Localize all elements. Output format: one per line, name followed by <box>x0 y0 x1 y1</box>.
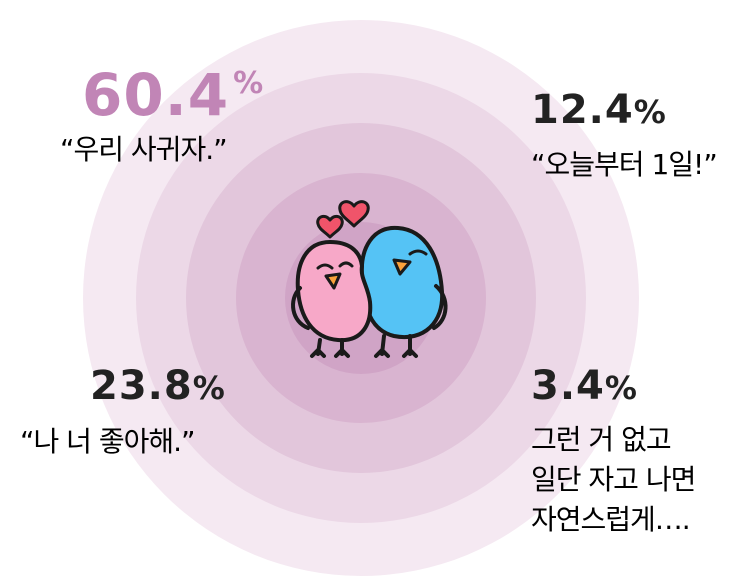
stat-block-bottom-left: 23.8% <box>90 366 226 406</box>
answer-label: “나 너 좋아해.” <box>20 425 196 458</box>
value-unit: % <box>604 369 638 407</box>
value-number: 23.8 <box>90 363 193 409</box>
pink-bird-wing <box>291 286 310 330</box>
stat-block-top-right: 12.4% <box>531 90 667 130</box>
percentage-value: 60.4% <box>82 66 264 124</box>
blue-bird-wing <box>432 284 448 330</box>
value-unit: % <box>192 369 226 407</box>
answer-label-line: 자연스럽게…. <box>531 503 691 536</box>
blue-bird-beak <box>392 258 412 276</box>
pink-bird-body <box>295 239 373 343</box>
answer-label: “우리 사귀자.” <box>60 133 228 166</box>
two-love-birds-icon <box>291 200 448 358</box>
heart-icon <box>338 200 370 228</box>
pink-bird-eye <box>316 263 334 270</box>
value-number: 3.4 <box>531 363 605 409</box>
percentage-value: 12.4% <box>531 90 667 130</box>
pink-bird-beak <box>324 272 342 290</box>
answer-label-line: 일단 자고 나면 <box>531 463 696 496</box>
stat-block-bottom-right: 3.4% <box>531 366 638 406</box>
heart-icon <box>316 214 344 239</box>
pink-bird-feet <box>310 338 350 358</box>
blue-bird-feet <box>374 334 418 358</box>
percentage-value: 23.8% <box>90 366 226 406</box>
blue-bird-body <box>359 225 445 340</box>
answer-label-multiline: 그런 거 없고 일단 자고 나면 자연스럽게…. <box>531 420 696 540</box>
value-unit: % <box>233 66 265 101</box>
pink-bird-eye <box>338 261 354 268</box>
answer-label-line: 그런 거 없고 <box>531 423 672 456</box>
value-number: 60.4 <box>82 61 230 129</box>
value-unit: % <box>633 93 667 131</box>
stat-block-top-left: 60.4% <box>82 66 264 124</box>
answer-label: “오늘부터 1일!” <box>531 148 718 181</box>
percentage-value: 3.4% <box>531 366 638 406</box>
value-number: 12.4 <box>531 87 634 133</box>
blue-bird-eye <box>408 249 428 256</box>
